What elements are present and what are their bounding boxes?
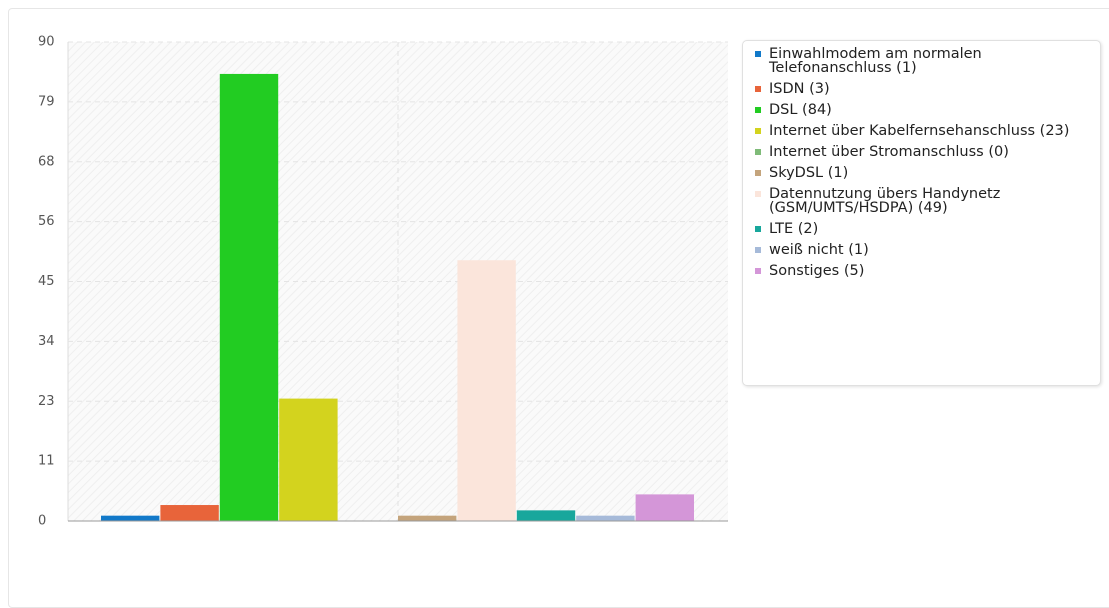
bar [576, 515, 635, 521]
legend-swatch [755, 107, 761, 113]
y-tick-label: 23 [38, 394, 55, 409]
legend-swatch [755, 51, 761, 57]
bar [101, 515, 160, 521]
bar [219, 73, 279, 521]
legend-item[interactable]: ISDN (3) [755, 82, 1090, 96]
legend-item[interactable]: DSL (84) [755, 103, 1090, 117]
legend-swatch [755, 226, 761, 232]
legend-item[interactable]: Einwahlmodem am normalen Telefonanschlus… [755, 47, 1090, 75]
legend-swatch [755, 149, 761, 155]
legend-label: LTE (2) [769, 221, 819, 237]
legend-label: Internet über Kabelfernsehanschluss (23) [769, 123, 1070, 139]
legend-item[interactable]: weiß nicht (1) [755, 243, 1090, 257]
legend-item[interactable]: SkyDSL (1) [755, 166, 1090, 180]
bar [279, 398, 338, 521]
y-tick-label: 34 [38, 334, 55, 349]
legend-swatch [755, 247, 761, 253]
legend-item[interactable]: Internet über Stromanschluss (0) [755, 145, 1090, 159]
legend-swatch [755, 128, 761, 134]
bar [516, 510, 576, 521]
legend-label: Internet über Stromanschluss (0) [769, 144, 1009, 160]
legend-swatch [755, 191, 761, 197]
y-tick-label: 45 [38, 274, 55, 289]
legend-label: weiß nicht (1) [769, 242, 869, 258]
bar [160, 505, 219, 521]
legend-label: Datennutzung übers Handynetz (GSM/UMTS/H… [769, 186, 1001, 216]
y-tick-label: 0 [38, 514, 46, 529]
legend-item[interactable]: Datennutzung übers Handynetz (GSM/UMTS/H… [755, 187, 1090, 215]
legend-item[interactable]: Internet über Kabelfernsehanschluss (23) [755, 124, 1090, 138]
legend: Einwahlmodem am normalen Telefonanschlus… [742, 40, 1101, 386]
legend-label: Sonstiges (5) [769, 263, 865, 279]
legend-swatch [755, 170, 761, 176]
bar [457, 260, 516, 521]
y-tick-label: 79 [38, 94, 55, 109]
legend-item[interactable]: Sonstiges (5) [755, 264, 1090, 278]
legend-label: DSL (84) [769, 102, 832, 118]
legend-label: SkyDSL (1) [769, 165, 849, 181]
legend-swatch [755, 86, 761, 92]
legend-swatch [755, 268, 761, 274]
y-tick-label: 90 [38, 35, 55, 50]
legend-label: ISDN (3) [769, 81, 830, 97]
y-tick-label: 68 [38, 154, 55, 169]
bar [635, 494, 694, 521]
legend-label: Einwahlmodem am normalen Telefonanschlus… [769, 46, 982, 76]
y-tick-label: 56 [38, 214, 55, 229]
y-tick-label: 11 [38, 454, 55, 469]
legend-item[interactable]: LTE (2) [755, 222, 1090, 236]
bar [398, 515, 457, 521]
